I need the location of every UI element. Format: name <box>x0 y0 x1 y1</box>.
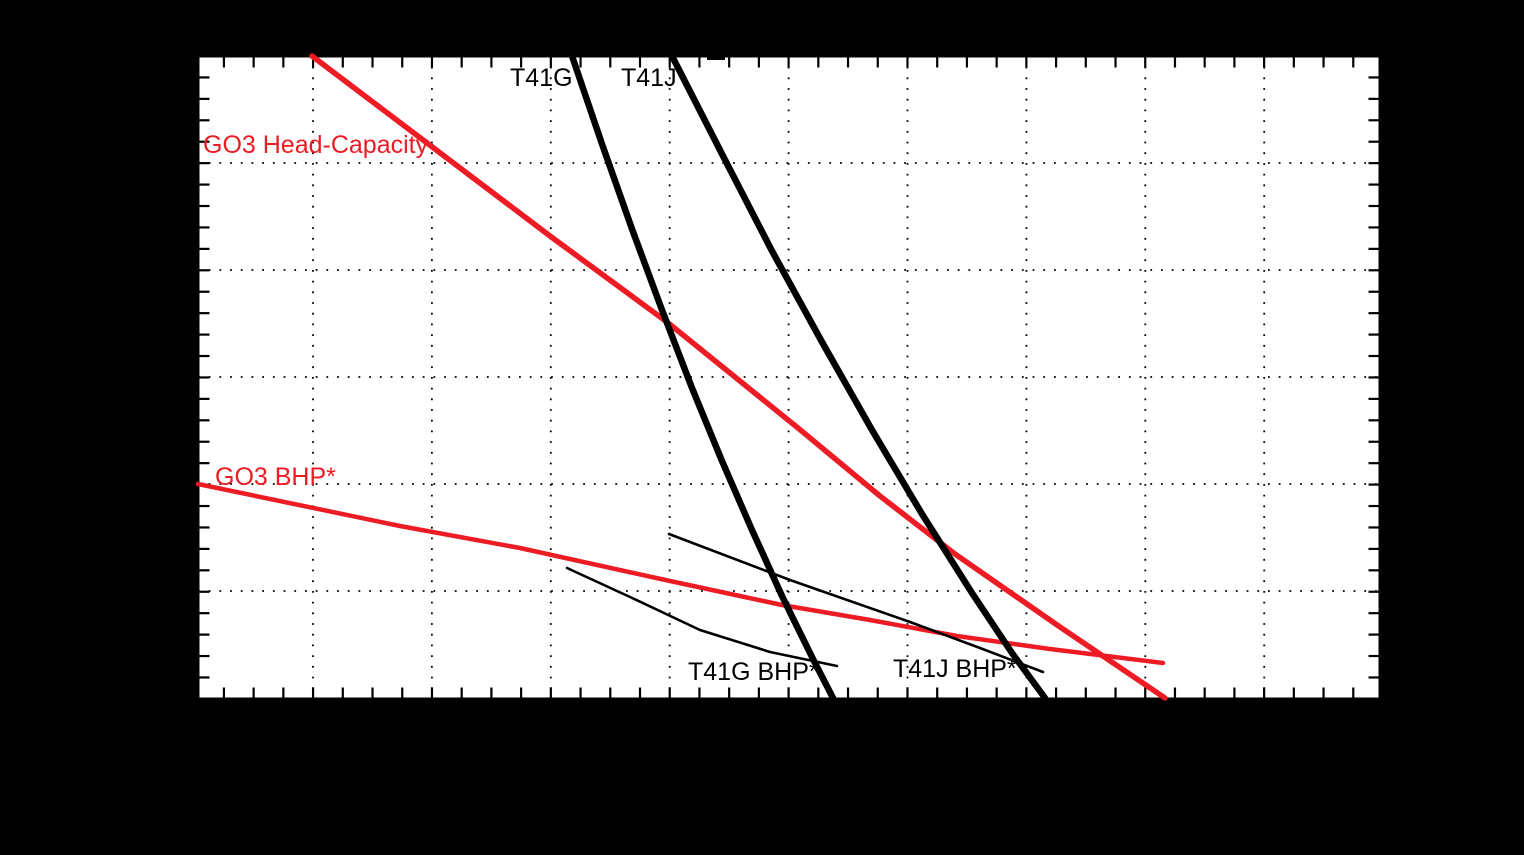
label-t41g-bhp: T41G BHP* <box>688 658 819 686</box>
label-go3-head-capacity: GO3 Head-Capacity <box>203 131 429 159</box>
label-t41g: T41G <box>510 64 573 92</box>
label-go3-bhp: GO3 BHP* <box>215 463 336 491</box>
label-t41j-bhp: T41J BHP* <box>893 655 1017 683</box>
label-t41j: T41J <box>621 64 677 92</box>
